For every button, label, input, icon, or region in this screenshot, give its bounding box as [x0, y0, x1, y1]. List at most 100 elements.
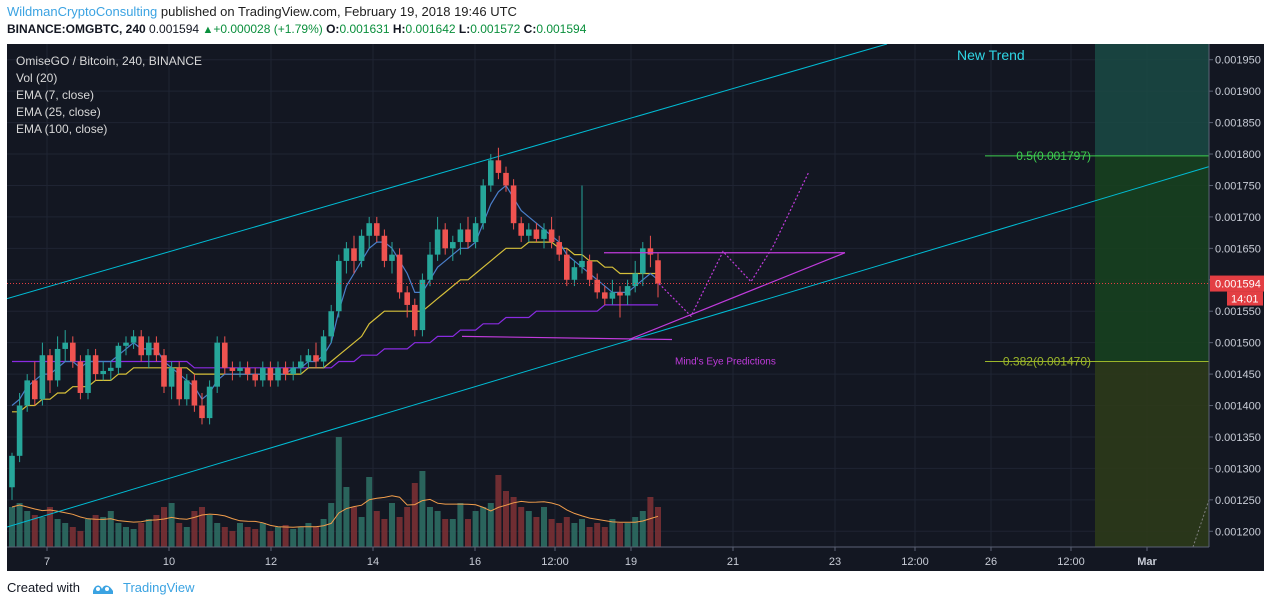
price-tick-label: 0.001450: [1215, 369, 1261, 381]
price-tick-label: 0.001750: [1215, 180, 1261, 192]
candle-body: [541, 229, 547, 239]
high-label: H:: [392, 22, 406, 36]
candle-body: [85, 355, 91, 393]
candle-body: [336, 260, 342, 312]
volume-bar: [510, 497, 517, 547]
volume-bar: [39, 517, 46, 547]
volume-bar: [115, 523, 122, 547]
volume-bar: [244, 527, 251, 547]
volume-bar: [617, 523, 623, 547]
volume-bar: [457, 503, 464, 547]
author-link[interactable]: WildmanCryptoConsulting: [7, 4, 158, 19]
price-tick-label: 0.001800: [1215, 149, 1261, 161]
volume-bar: [366, 477, 373, 547]
volume-bar: [586, 527, 593, 547]
volume-bar: [305, 523, 312, 547]
time-tick-label: 19: [625, 556, 637, 568]
chart-background: [7, 44, 1264, 571]
price-tick-label: 0.001400: [1215, 401, 1261, 413]
legend-vol[interactable]: Vol (20): [16, 71, 58, 85]
published-text: published on TradingView.com, February 1…: [160, 4, 517, 19]
volume-bar: [214, 523, 221, 547]
candle-body: [305, 355, 312, 362]
price-tick-label: 0.001900: [1215, 86, 1261, 98]
legend-ema25[interactable]: EMA (25, close): [16, 105, 101, 119]
candle-body: [100, 370, 106, 375]
volume-bar: [563, 517, 570, 547]
candle-body: [24, 380, 30, 406]
candle-body: [153, 342, 160, 356]
volume-bar: [358, 517, 365, 547]
volume-bar: [579, 519, 585, 547]
candle-body: [115, 345, 122, 368]
price-chart[interactable]: 0.5(0.001797) 0.382(0.001470) New Trend Min…: [7, 44, 1264, 571]
grid: [7, 44, 1209, 547]
fib-zone-mid: [1095, 155, 1209, 362]
volume-bar: [518, 507, 525, 547]
volume-ma-line: [11, 495, 659, 528]
candle-body: [184, 380, 190, 400]
projection-stub: [1192, 499, 1210, 548]
volume-bar: [252, 529, 259, 547]
candle-body: [313, 355, 319, 362]
chart-area[interactable]: 0.5(0.001797) 0.382(0.001470) New Trend Min…: [7, 44, 1264, 571]
volume-bar: [107, 511, 114, 547]
candle-body: [199, 405, 205, 419]
countdown-box: [1227, 291, 1263, 306]
candle-body: [655, 260, 661, 284]
candle-body: [39, 355, 46, 400]
volume-bar: [24, 511, 31, 547]
candle-body: [108, 367, 114, 371]
chart-legend: OmiseGO / Bitcoin, 240, BINANCE Vol (20)…: [16, 53, 202, 138]
volume-bar: [47, 507, 53, 547]
open-label: O:: [326, 22, 340, 36]
time-tick-label: 12: [265, 556, 277, 568]
prediction-drawing: Mind's Eye Predictions: [461, 171, 846, 368]
candle-body: [556, 242, 562, 255]
volume-bar: [62, 523, 69, 547]
price-tick-label: 0.001650: [1215, 243, 1261, 255]
last-price-label: 0.001594: [1215, 279, 1261, 291]
close-label: C:: [523, 22, 537, 36]
candle-body: [267, 367, 274, 381]
volume-bar: [548, 519, 555, 547]
tradingview-link[interactable]: TradingView: [123, 580, 195, 595]
candle-body: [647, 248, 654, 255]
volume-bar: [442, 519, 449, 547]
candle-body: [434, 229, 441, 255]
triangle-bottom-line: [628, 252, 846, 341]
volume-bar: [381, 519, 388, 547]
candle-body: [427, 254, 433, 280]
created-with: Created with TradingView: [7, 580, 195, 596]
volume-bar: [100, 517, 107, 547]
candle-body: [389, 254, 395, 261]
volume-bar: [503, 491, 509, 547]
volume-bar: [183, 527, 190, 547]
ema25-line: [12, 241, 658, 413]
candle-body: [495, 160, 502, 173]
time-tick-label: 10: [163, 556, 175, 568]
candle-body: [564, 254, 570, 280]
candle-body: [442, 229, 448, 249]
candle-body: [503, 172, 509, 186]
legend-ema7[interactable]: EMA (7, close): [16, 88, 95, 102]
price-tick-label: 0.001850: [1215, 118, 1261, 130]
channel-upper-line: [7, 44, 888, 300]
volume-bar: [480, 507, 487, 547]
candle-body: [579, 260, 585, 268]
volume-bar: [69, 527, 76, 547]
volume-bar: [434, 511, 441, 547]
volume-bar: [229, 531, 236, 547]
legend-ema100[interactable]: EMA (100, close): [16, 122, 108, 136]
candle-body: [214, 342, 220, 387]
price-change: +0.000028 (+1.79%): [213, 22, 323, 36]
time-tick-label: Mar: [1137, 556, 1157, 568]
volume-bar: [632, 517, 639, 547]
volume-bar: [237, 523, 243, 547]
volume-bar: [594, 523, 601, 547]
volume-bar: [282, 525, 289, 547]
candle-body: [351, 248, 357, 261]
volume-bar: [411, 483, 418, 547]
volume-bar: [297, 527, 304, 547]
price-tick-label: 0.001300: [1215, 463, 1261, 475]
